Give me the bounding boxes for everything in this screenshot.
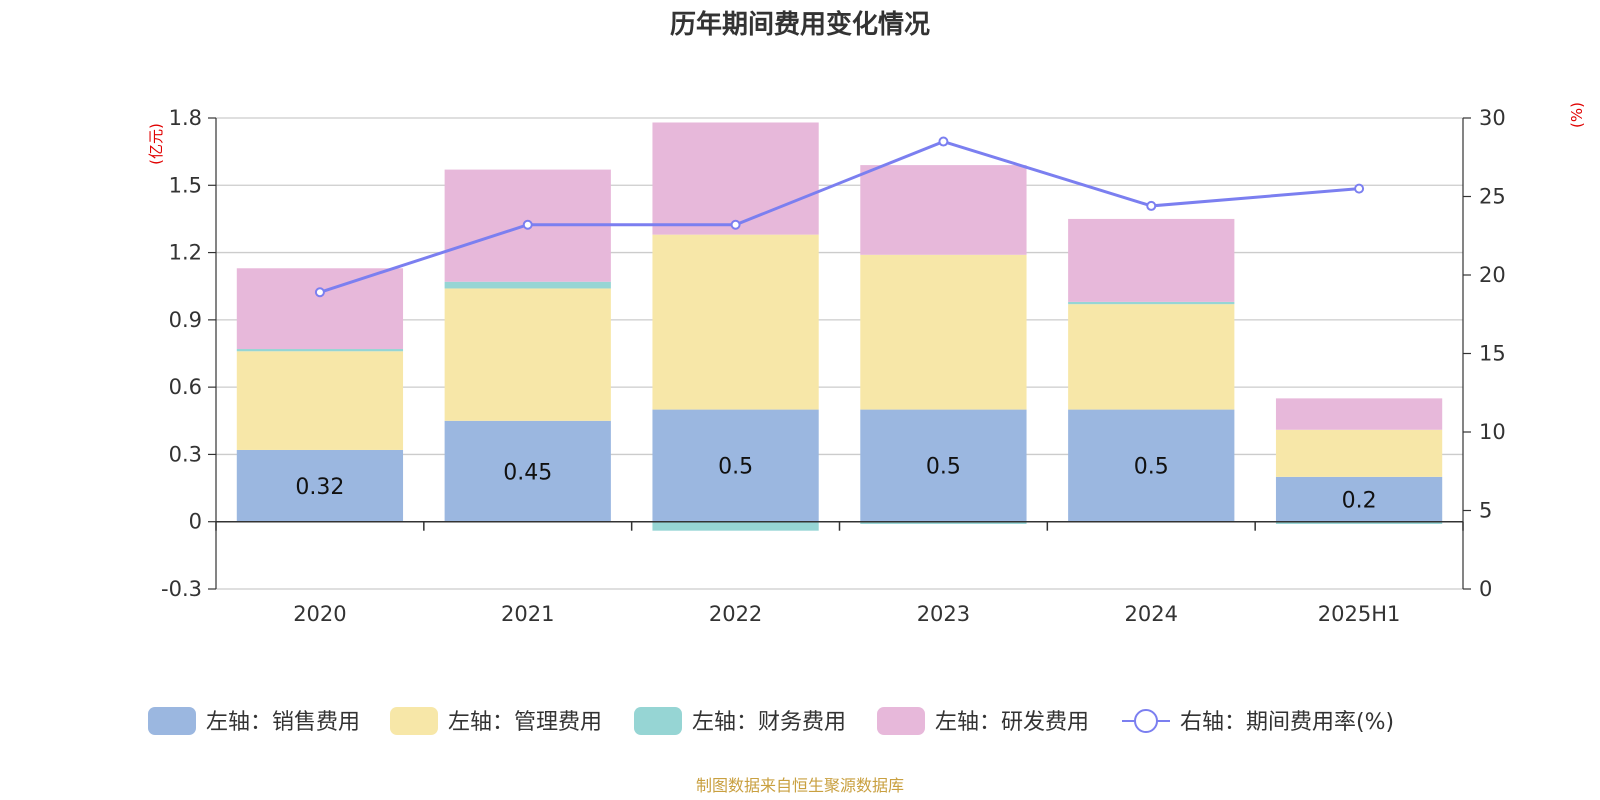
legend-label-1: 左轴：销售费用 xyxy=(206,710,360,735)
x-axis-tick-label: 2022 xyxy=(709,602,762,626)
left-axis-tick-label: 1.5 xyxy=(169,173,202,197)
legend-swatch-3 xyxy=(634,707,682,735)
bar-2-2023 xyxy=(860,254,1027,410)
right-axis-tick-label: 25 xyxy=(1479,185,1506,209)
bar-4-2020 xyxy=(236,268,404,350)
x-axis-tick-label: 2025H1 xyxy=(1318,602,1401,626)
bar-3-2025H1 xyxy=(1275,521,1443,524)
legend-label-4: 左轴：研发费用 xyxy=(935,710,1089,735)
legend-circle-marker xyxy=(1134,709,1158,733)
left-axis-tick-label: 0 xyxy=(189,510,202,534)
bar-1-2024 xyxy=(1068,409,1235,522)
left-axis-tick-label: -0.3 xyxy=(161,577,202,601)
bar-3-2020 xyxy=(236,349,404,352)
rate-point xyxy=(730,219,741,230)
legend-swatch-4 xyxy=(877,707,925,735)
rate-line xyxy=(319,139,1360,294)
right-axis-tick-label: 30 xyxy=(1479,106,1506,130)
x-axis-tick-label: 2023 xyxy=(917,602,970,626)
right-axis-tick-label: 15 xyxy=(1479,342,1506,366)
left-axis-tick-label: 1.2 xyxy=(169,241,202,265)
left-axis-tick-label: 0.9 xyxy=(169,308,202,332)
bars xyxy=(236,122,1443,531)
bar-1-2021 xyxy=(444,420,611,522)
bar-4-2024 xyxy=(1068,218,1235,302)
rate-point xyxy=(1146,200,1157,211)
right-axis-tick-label: 20 xyxy=(1479,263,1506,287)
axes: 1.8 1.5 1.2 0.9 0.6 0.3 0 -0.3 30 25 20 15 10 5 0 2020 2… xyxy=(161,106,1506,626)
bar-3-2022 xyxy=(652,521,819,531)
left-axis-tick-label: 0.3 xyxy=(169,442,202,466)
bar-4-2023 xyxy=(860,165,1027,255)
legend-label-3: 左轴：财务费用 xyxy=(692,710,846,735)
bar-1-2025H1 xyxy=(1275,476,1443,522)
bar-2-2020 xyxy=(236,351,404,450)
right-axis-tick-label: 0 xyxy=(1479,577,1492,601)
chart-title: 历年期间费用变化情况 xyxy=(670,9,930,40)
legend-swatch-2 xyxy=(390,707,438,735)
x-axis-tick-label: 2020 xyxy=(293,602,346,626)
bar-data-label: 0.2 xyxy=(1342,488,1377,513)
rate-line-series xyxy=(314,136,1365,298)
source-note: 制图数据来自恒生聚源数据库 xyxy=(696,776,904,795)
rate-point xyxy=(314,287,325,298)
bar-3-2023 xyxy=(860,521,1027,524)
legend-swatch-1 xyxy=(148,707,196,735)
bar-2-2024 xyxy=(1068,304,1235,410)
bar-3-2021 xyxy=(444,281,611,289)
bar-1-2020 xyxy=(236,449,404,522)
legend: 左轴：销售费用 左轴：管理费用 左轴：财务费用 左轴：研发费用 右轴：期间费用率(%) xyxy=(148,707,1394,735)
right-axis-tick-label: 5 xyxy=(1479,499,1492,523)
left-axis-tick-label: 0.6 xyxy=(169,375,202,399)
left-axis-tick-label: 1.8 xyxy=(169,106,202,130)
rate-point xyxy=(1354,183,1365,194)
bar-4-2022 xyxy=(652,122,819,235)
x-axis-tick-label: 2024 xyxy=(1125,602,1178,626)
bar-labels: 0.32 0.45 0.5 0.5 0.5 0.2 xyxy=(295,455,1376,514)
bar-1-2023 xyxy=(860,409,1027,522)
bar-data-label: 0.45 xyxy=(503,460,552,485)
rate-point xyxy=(522,219,533,230)
bar-2-2022 xyxy=(652,234,819,410)
bar-2-2021 xyxy=(444,288,611,421)
x-axis-tick-label: 2021 xyxy=(501,602,554,626)
bar-2-2025H1 xyxy=(1275,429,1443,477)
bar-data-label: 0.32 xyxy=(295,475,344,500)
bar-3-2024 xyxy=(1068,301,1235,305)
bar-4-2025H1 xyxy=(1275,398,1443,430)
bar-1-2022 xyxy=(652,409,819,522)
bar-data-label: 0.5 xyxy=(718,455,753,480)
right-axis-unit: (%) xyxy=(1568,102,1586,128)
bar-data-label: 0.5 xyxy=(926,455,961,480)
legend-label-5: 右轴：期间费用率(%) xyxy=(1180,710,1394,735)
legend-label-2: 左轴：管理费用 xyxy=(448,710,602,735)
rate-point xyxy=(938,136,949,147)
right-axis-tick-label: 10 xyxy=(1479,420,1506,444)
bar-data-label: 0.5 xyxy=(1134,455,1169,480)
left-axis-unit: (亿元) xyxy=(147,123,165,165)
